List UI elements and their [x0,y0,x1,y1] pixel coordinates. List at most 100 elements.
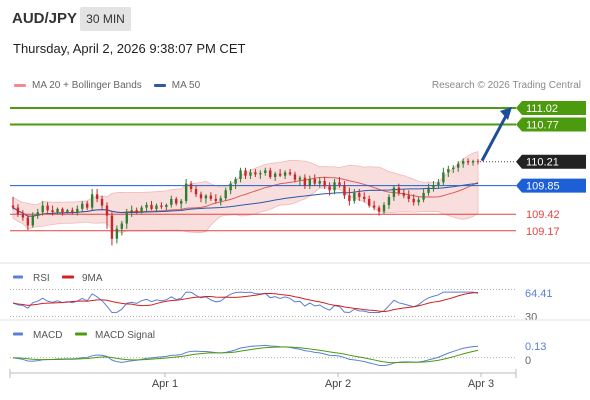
candle [353,188,356,204]
candle [244,167,247,179]
candle [442,167,445,185]
candle [298,175,302,186]
candle [214,194,218,204]
macd-zero-label: 0 [525,355,531,367]
macd-signal-legend-label: MACD Signal [95,330,155,341]
candle [165,203,168,211]
candle [466,158,470,166]
rsi-value-label: 64.41 [525,288,553,300]
candle [51,205,54,216]
candle [264,167,267,176]
candle [90,188,94,211]
candle [476,159,480,165]
candle [239,167,242,183]
candle [219,195,222,206]
candle [288,169,292,176]
rsi-ma-legend-label: 9MA [82,273,103,284]
candle [184,179,188,204]
candle [452,165,455,174]
copyright-label: Research © 2026 Trading Central [431,80,581,91]
candle [367,195,371,208]
candle [21,210,25,221]
pivot-level-label: 109.85 [526,181,560,193]
macd-signal-line [12,346,479,364]
candle [273,171,277,181]
candle [323,177,326,189]
candle [110,212,114,246]
candle [194,185,198,197]
rsi-panel: RSI 9MA 64.41 30 [0,262,590,324]
candle [36,208,39,219]
candle [249,169,252,179]
candle [377,205,381,216]
forecast-arrow-head [500,106,512,120]
candle [333,179,336,195]
candle [125,208,128,229]
candle [150,200,153,211]
ma20-legend-label: MA 20 + Bollinger Bands [32,80,142,91]
candle [283,170,287,179]
candle [293,171,297,183]
pivot-level-tag: 109.85 [516,178,586,193]
candle [81,200,84,213]
current-level-tag: 110.21 [516,154,586,169]
candle [471,159,475,166]
candle [358,188,361,201]
candle [234,177,237,189]
rsi-30-label: 30 [525,312,537,324]
candle [120,220,124,236]
candle [338,177,341,188]
candle [372,200,376,211]
macd-legend-label: MACD [33,330,62,341]
candle [343,180,346,199]
candle [140,205,143,214]
rsi-ma-line [12,292,479,313]
candle [26,215,30,231]
candle [41,200,44,216]
resistance-level-tag: 111.02 [516,100,586,115]
resistance-level-tag: 110.77 [516,117,586,132]
resistance-level-label: 111.02 [526,103,558,115]
candle [229,180,232,195]
candle [348,187,351,206]
candle [95,188,99,203]
candle [437,179,440,189]
candle [100,195,104,209]
moving-averages [12,176,479,217]
candle [61,207,64,216]
rsi-legend-label: RSI [33,273,50,284]
candle [160,202,163,209]
ma50-legend-label: MA 50 [171,80,201,91]
candle [382,202,386,215]
candle [179,198,183,209]
candle [259,170,262,179]
candle [422,188,425,203]
candle [457,161,460,172]
candle [86,200,89,211]
candle [402,188,405,199]
forecast-arrow [480,106,512,162]
candle [105,202,109,229]
candle [417,196,420,206]
candles [11,158,480,246]
candle [303,174,307,189]
candle [313,174,316,186]
interval-button[interactable]: 30 MIN [80,7,131,31]
candle [31,212,34,228]
macd-legend-swatch [13,332,23,336]
candle [199,191,203,203]
level-lines [10,106,516,232]
ma20-legend-swatch [14,84,26,87]
x-axis: Apr 1 Apr 2 Apr 3 [9,369,517,390]
candle [135,207,138,215]
candle [427,183,430,196]
macd-signal-legend-swatch [75,332,87,336]
x-tick-label: Apr 3 [468,378,494,390]
candle [363,192,366,203]
candle [407,190,410,203]
x-tick-label: Apr 1 [152,378,178,390]
candle [308,175,312,189]
candle [71,207,74,215]
candle [224,187,227,201]
